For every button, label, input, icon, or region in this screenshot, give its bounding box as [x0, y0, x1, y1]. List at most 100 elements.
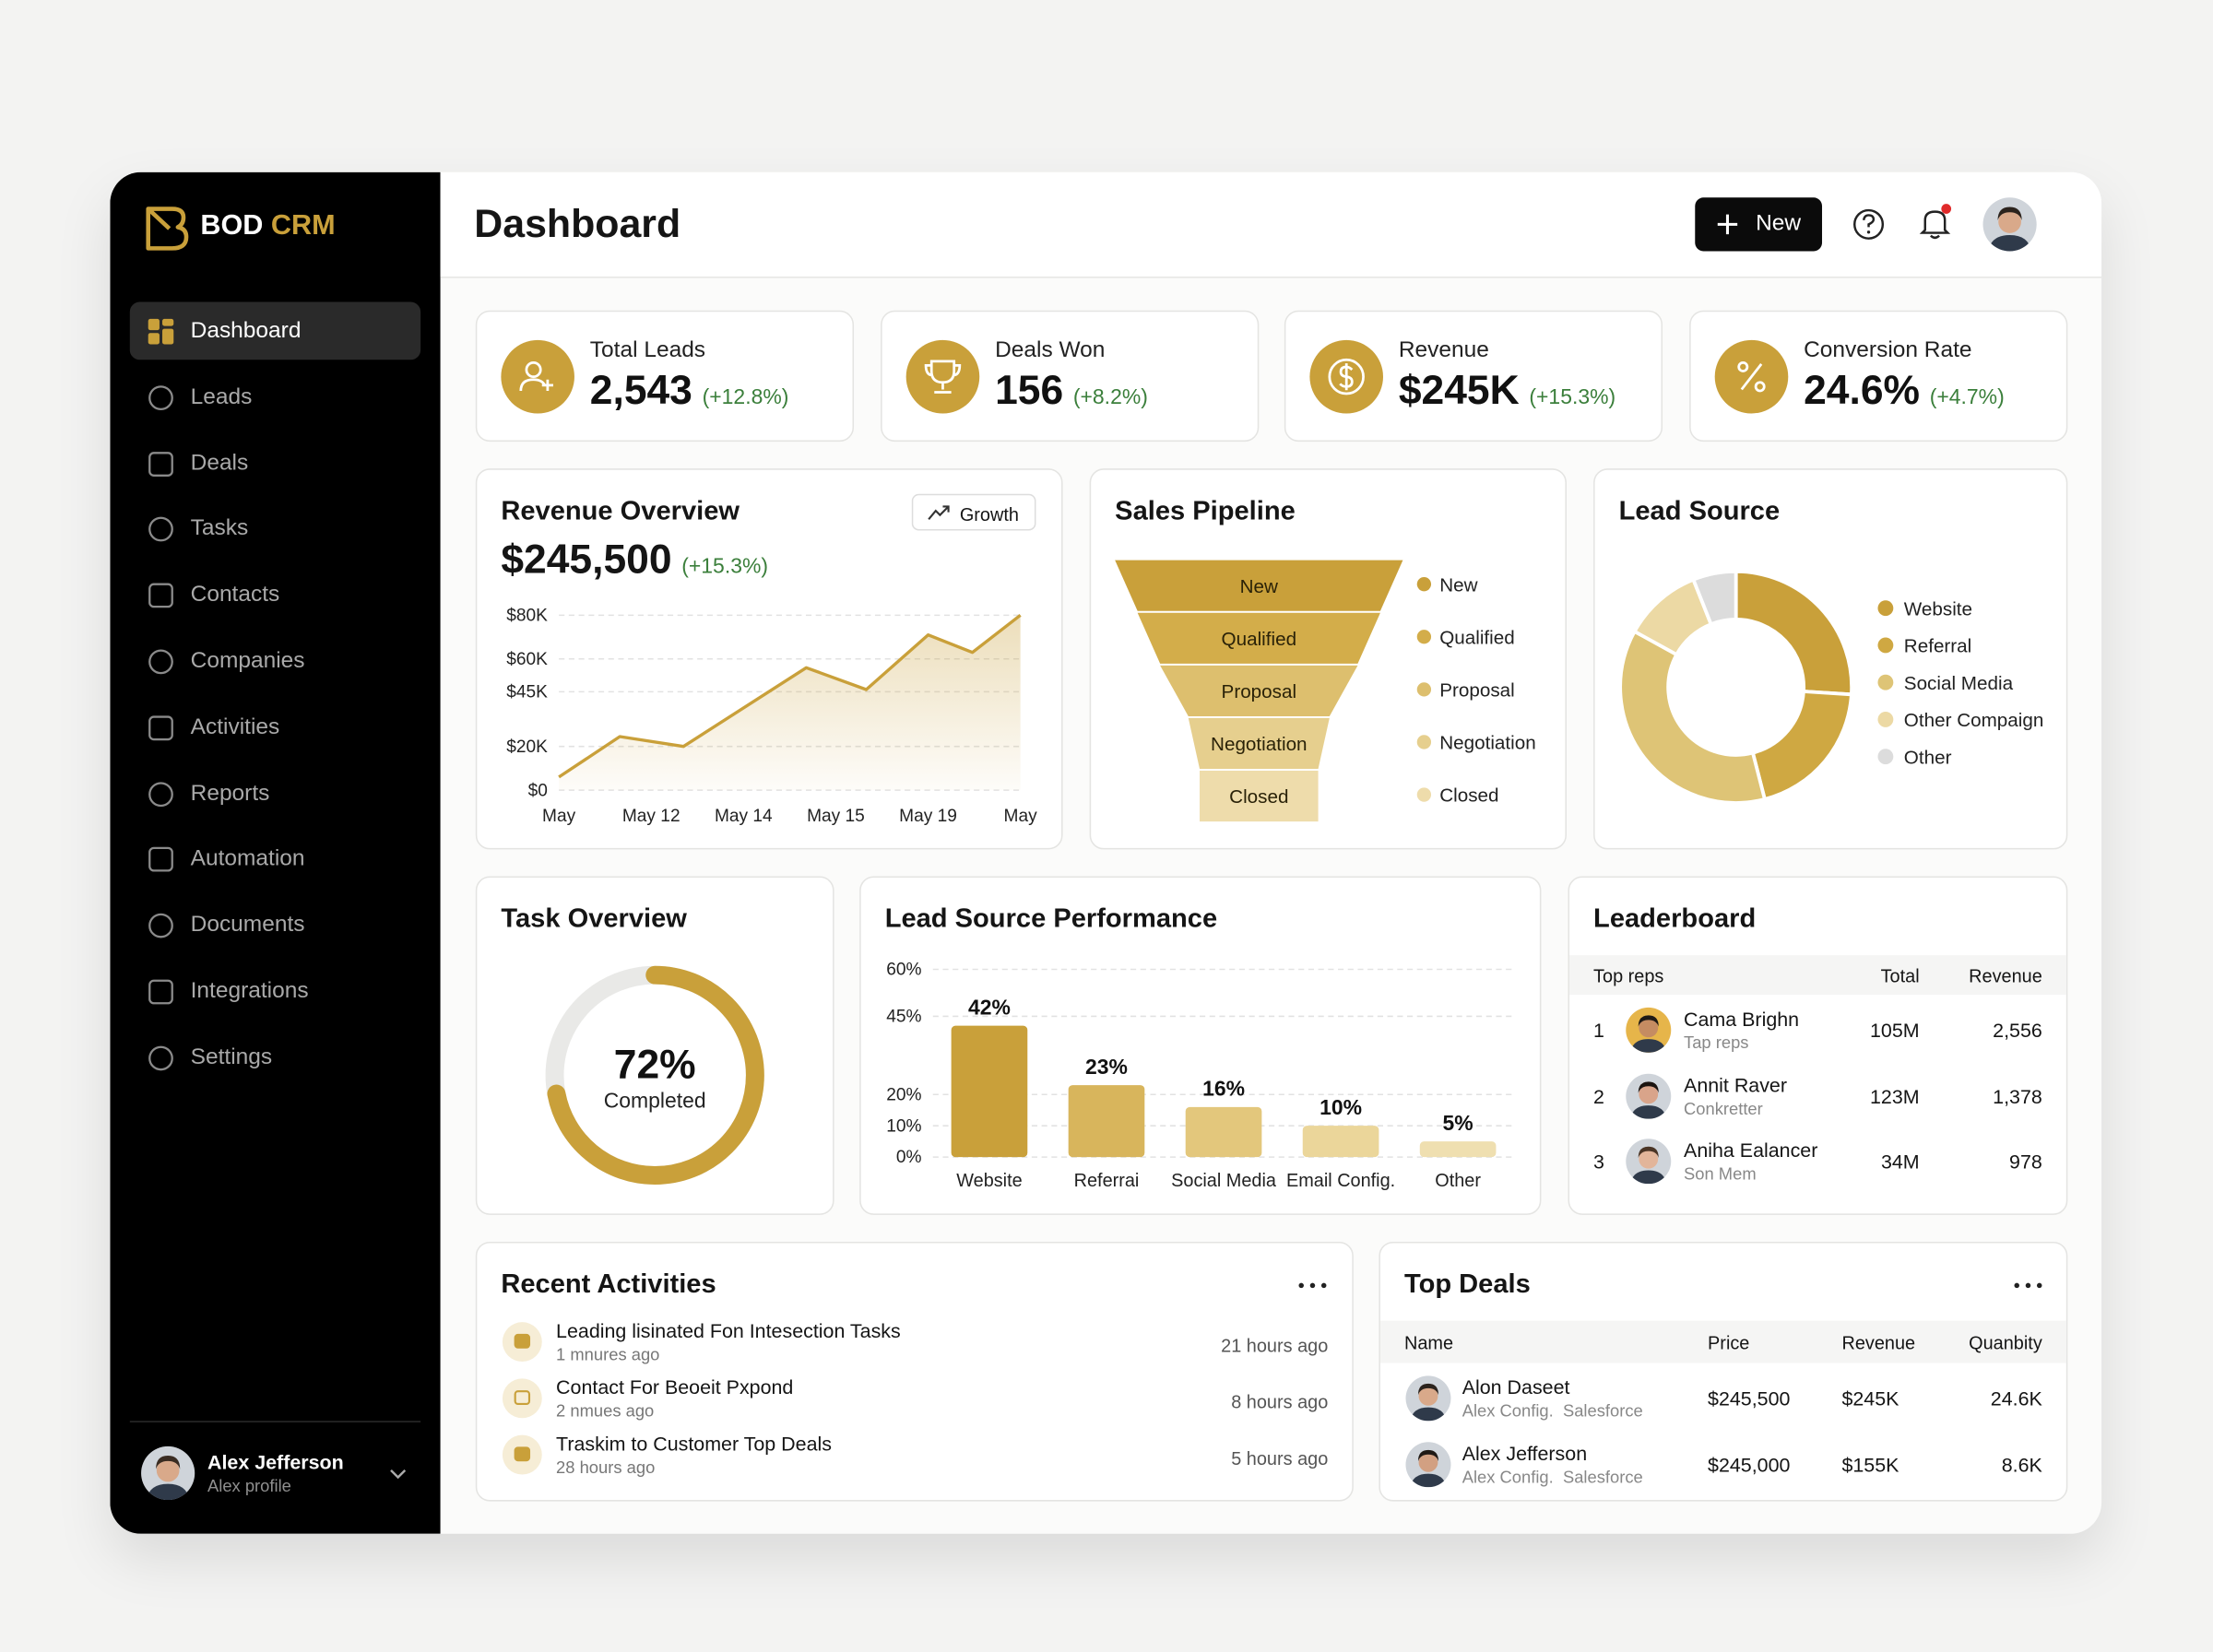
growth-badge[interactable]: Growth [911, 493, 1036, 531]
brand-name: BOD [200, 210, 264, 242]
help-icon[interactable] [1851, 206, 1888, 242]
avatar-shirt [1410, 1472, 1447, 1487]
funnel-label: Qualified [1222, 629, 1297, 650]
chevron [390, 1469, 407, 1480]
donut-segment [1618, 629, 1768, 805]
legend-swatch [1877, 712, 1894, 727]
avatar-image [1630, 1146, 1667, 1185]
nav-icon [148, 451, 173, 477]
icon-part [148, 979, 173, 1005]
bar [1302, 1126, 1379, 1158]
nav-item[interactable]: Dashboard [129, 301, 421, 360]
brand-suffix: CRM [270, 210, 336, 242]
rep-total: 34M [1880, 1150, 1920, 1173]
avatar[interactable] [1982, 197, 2037, 252]
lead-source-card: Lead Source Website Referral Social Media Ot… [1593, 468, 2068, 850]
legend-label: Website [1904, 598, 1972, 620]
nav-icon [148, 847, 173, 873]
nav-icon [148, 649, 173, 675]
column-header: Name [1403, 1331, 1454, 1353]
legend-label: Negotiation [1439, 733, 1536, 754]
nav-label: Tasks [190, 516, 249, 541]
nav-label: Leads [190, 384, 253, 409]
x-tick-label: May 19 [899, 807, 957, 826]
lead-source-performance-card: Lead Source Performance 0% 10% 20% 45% 60% 42%… [859, 876, 1542, 1215]
nav-icon [148, 1045, 173, 1071]
avatar-shirt [1630, 1170, 1667, 1185]
nav-item[interactable]: Activities [130, 698, 420, 756]
more-menu[interactable] [2011, 1279, 2045, 1292]
donut-segment [1734, 569, 1854, 697]
legend-label: Social Media [1904, 673, 2014, 694]
y-tick-label: 60% [886, 961, 921, 980]
avatar [1405, 1441, 1451, 1487]
legend-swatch [1416, 630, 1432, 644]
nav-label: Integrations [190, 979, 309, 1004]
y-tick-label: 20% [886, 1085, 921, 1104]
y-tick-label: 10% [886, 1116, 921, 1136]
nav-icon [148, 583, 173, 608]
legend-label: Proposal [1439, 680, 1515, 702]
dot [1298, 1282, 1304, 1289]
icon-part [148, 318, 160, 331]
nav-item[interactable]: Contacts [130, 566, 420, 624]
gauge-value: 72% [614, 1042, 696, 1087]
badge-label: Growth [959, 503, 1019, 525]
divider [129, 1421, 421, 1422]
card-title: Revenue Overview [501, 496, 740, 526]
kpi-value-row: 24.6% (+4.7%) [1804, 368, 2005, 415]
gauge-caption: Completed [604, 1089, 706, 1113]
icon-part [162, 318, 174, 326]
legend-label: Other Compaign [1904, 710, 2044, 731]
dot [2014, 1282, 2019, 1289]
icon-part [924, 360, 962, 394]
y-tick-label: $80K [506, 606, 548, 625]
bar [1068, 1085, 1145, 1158]
brand-logo [146, 206, 189, 251]
rep-name: Cama Brighn [1684, 1007, 1800, 1031]
legend-label: New [1439, 574, 1477, 596]
nav-item[interactable]: Reports [130, 764, 420, 822]
icon-part [1740, 363, 1763, 391]
kpi-value-row: 2,543 (+12.8%) [590, 368, 789, 415]
nav-item[interactable]: Automation [130, 831, 420, 889]
nav-item[interactable]: Deals [130, 434, 420, 492]
chart-canvas: $0 $20K $45K $60K $80K May May 12 May 14 May 15 M… [506, 606, 1037, 826]
nav-item[interactable]: Leads [130, 368, 420, 426]
more-menu[interactable] [1296, 1279, 1330, 1292]
notifications-icon[interactable] [1917, 203, 1954, 242]
nav-item[interactable]: Integrations [130, 962, 420, 1021]
user-box[interactable]: Alex Jefferson Alex profile [110, 1428, 440, 1534]
x-tick-label: May 15 [807, 807, 865, 826]
new-button[interactable]: New [1695, 197, 1823, 252]
nav-label: Activities [190, 714, 280, 739]
user-subtitle: Alex profile [207, 1476, 291, 1496]
rep-name: Aniha Ealancer [1684, 1139, 1818, 1162]
nav-item[interactable]: Companies [130, 632, 420, 690]
column-header: Quanbity [1969, 1331, 2042, 1353]
nav-item[interactable]: Tasks [130, 500, 420, 558]
x-tick-label: Social Media [1171, 1171, 1277, 1191]
nav-label: Dashboard [190, 318, 302, 343]
kpi-value: 2,543 [589, 368, 692, 414]
app-window: BOD CRM Dashboard Leads Deals Tasks Contacts… [110, 171, 2102, 1534]
nav-label: Settings [190, 1044, 273, 1069]
dot [2036, 1282, 2042, 1289]
deal-revenue: $245K [1841, 1386, 1899, 1410]
funnel-stage [1200, 771, 1319, 822]
donut-segment [1690, 569, 1738, 627]
icon-part [1737, 360, 1749, 372]
activity-title: Leading lisinated Fon Intesection Tasks [556, 1319, 901, 1342]
nav-item[interactable]: Documents [130, 896, 420, 954]
kpi-change: (+8.2%) [1072, 384, 1148, 409]
activity-subtitle: 28 hours ago [556, 1457, 656, 1478]
legend-swatch [1416, 682, 1432, 697]
nav-item[interactable]: Settings [130, 1029, 420, 1087]
avatar-face [1418, 1452, 1438, 1471]
card-title: Top Deals [1403, 1269, 1531, 1300]
avatar-shirt [1410, 1407, 1447, 1422]
rep-total: 105M [1870, 1019, 1920, 1042]
kpi-card: Deals Won 156 (+8.2%) [881, 310, 1260, 442]
chart-canvas: 0% 10% 20% 45% 60% 42% Website 23% Referrai 16% So… [886, 961, 1513, 1191]
icon-part [148, 781, 173, 807]
